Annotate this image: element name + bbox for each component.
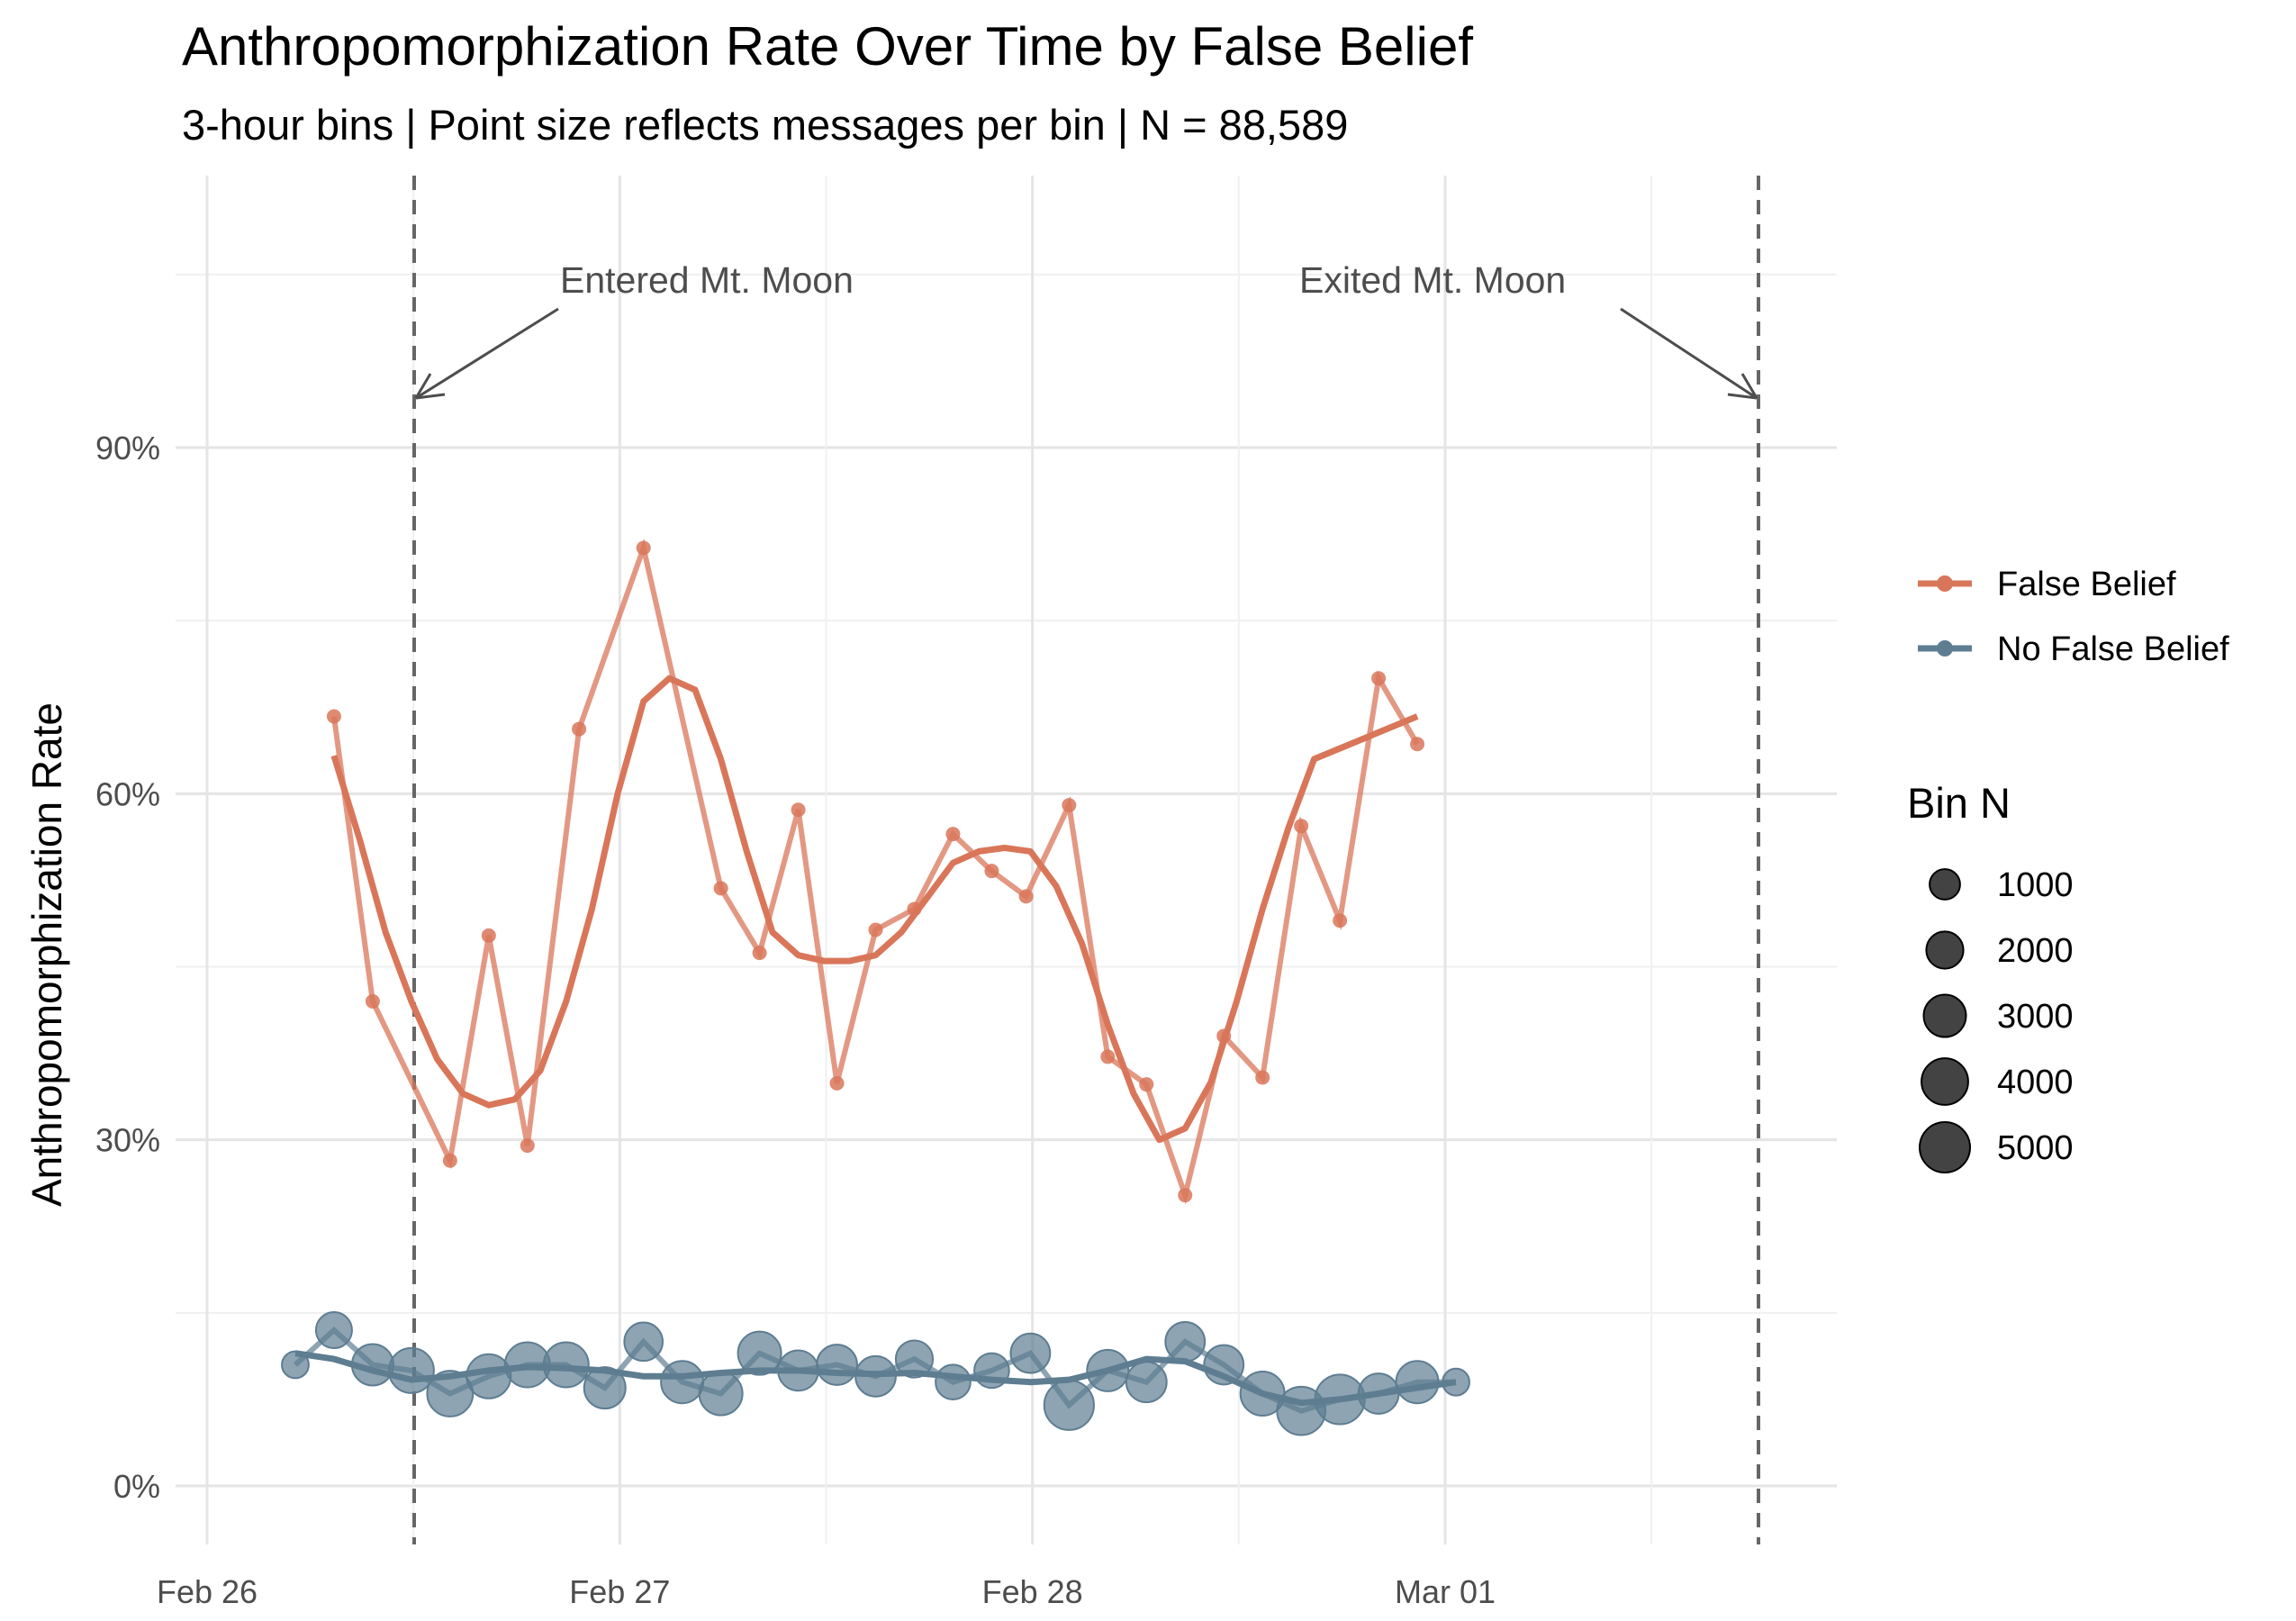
no-false-belief-point <box>935 1363 972 1400</box>
annotation-arrowhead-entered <box>414 373 446 400</box>
x-tick-label: Mar 01 <box>1395 1573 1496 1610</box>
size-legend-circle <box>1925 930 1965 970</box>
no-false-belief-smooth-line <box>294 1350 1457 1407</box>
false-belief-point <box>752 946 767 961</box>
size-legend-label: 2000 <box>1997 932 2074 970</box>
no-false-belief-point <box>1009 1332 1052 1374</box>
false-belief-point <box>791 802 806 818</box>
y-axis-label: Anthropomorphization Rate <box>23 702 70 1207</box>
x-tick-label: Feb 26 <box>157 1573 258 1610</box>
y-tick-label: 60% <box>95 775 160 812</box>
chart-subtitle: 3-hour bins | Point size reflects messag… <box>182 101 1348 149</box>
false-belief-point <box>326 709 341 724</box>
false-belief-point <box>713 881 728 896</box>
size-legend-circle <box>1929 868 1961 901</box>
false-belief-point <box>481 928 496 943</box>
size-legend-label: 5000 <box>1997 1129 2074 1167</box>
size-legend-circle <box>1919 1121 1971 1173</box>
annotation-arrow-exited <box>1620 307 1758 400</box>
y-tick-label: 90% <box>95 430 160 466</box>
legend-dot-no-false-belief <box>1937 640 1953 657</box>
false-belief-point <box>1062 798 1077 813</box>
grid-layer: 0% 30% 60% 90% Feb 26 Feb 27 Feb 28 Mar 01 <box>95 176 1837 1610</box>
annotation-arrowhead-exited <box>1727 373 1758 400</box>
chart-title: Anthropomorphization Rate Over Time by F… <box>182 16 1473 77</box>
false-belief-raw-line <box>330 538 1420 1205</box>
legend-label-false-belief: False Belief <box>1997 566 2176 603</box>
series-layer <box>281 538 1470 1436</box>
false-belief-point <box>365 993 380 1009</box>
size-legend-circle <box>1921 1057 1969 1106</box>
x-tick-label: Feb 28 <box>982 1573 1083 1610</box>
no-false-belief-point <box>816 1344 858 1386</box>
size-legend-label: 4000 <box>1997 1064 2074 1101</box>
no-false-belief-point <box>698 1371 744 1417</box>
false-belief-smooth-line <box>330 675 1419 1144</box>
no-false-belief-point <box>583 1366 627 1410</box>
annotation-arrow-entered <box>415 307 559 400</box>
legend-label-no-false-belief: No False Belief <box>1997 630 2229 668</box>
no-false-belief-point <box>387 1346 435 1394</box>
false-belief-point <box>1333 913 1348 928</box>
no-false-belief-point <box>281 1350 310 1380</box>
legend: False Belief No False Belief Bin N 1000 2… <box>1907 566 2229 1173</box>
no-false-belief-point <box>1043 1379 1095 1431</box>
no-false-belief-point <box>623 1321 664 1363</box>
no-false-belief-point <box>894 1339 935 1379</box>
false-belief-point <box>1018 889 1034 904</box>
annotation-exited: Exited Mt. Moon <box>1299 259 1566 301</box>
no-false-belief-point <box>1395 1360 1440 1405</box>
y-tick-label: 30% <box>95 1122 160 1159</box>
size-legend-label: 1000 <box>1997 866 2074 904</box>
size-legend-title: Bin N <box>1907 779 2011 827</box>
size-legend-items: 1000 2000 3000 4000 5000 <box>1919 866 2074 1173</box>
no-false-belief-point <box>1164 1320 1207 1363</box>
false-belief-point <box>520 1138 535 1154</box>
false-belief-point <box>1139 1077 1154 1092</box>
false-belief-point <box>636 540 651 556</box>
no-false-belief-point <box>737 1330 782 1376</box>
false-belief-point <box>442 1153 457 1168</box>
y-tick-label: 0% <box>113 1468 160 1505</box>
annotation-layer: Entered Mt. Moon Exited Mt. Moon <box>412 176 1760 1544</box>
no-false-belief-point <box>314 1311 353 1350</box>
false-belief-point <box>945 827 961 842</box>
size-legend-label: 3000 <box>1997 998 2074 1036</box>
legend-dot-false-belief <box>1937 575 1953 592</box>
false-belief-point <box>829 1075 845 1091</box>
false-belief-point <box>572 721 587 737</box>
x-tick-label: Feb 27 <box>569 1573 670 1610</box>
false-belief-point <box>1100 1049 1116 1064</box>
annotation-entered: Entered Mt. Moon <box>560 259 854 301</box>
false-belief-point <box>1410 737 1425 752</box>
false-belief-point <box>984 864 999 879</box>
false-belief-point <box>1294 819 1309 834</box>
no-false-belief-point <box>1125 1361 1168 1404</box>
size-legend-circle <box>1922 993 1967 1038</box>
no-false-belief-point <box>466 1353 512 1399</box>
false-belief-point <box>868 922 883 937</box>
false-belief-point <box>1255 1070 1270 1085</box>
false-belief-point <box>1371 671 1387 686</box>
no-false-belief-point <box>426 1370 475 1417</box>
false-belief-point <box>1178 1188 1193 1203</box>
no-false-belief-point <box>660 1360 705 1405</box>
